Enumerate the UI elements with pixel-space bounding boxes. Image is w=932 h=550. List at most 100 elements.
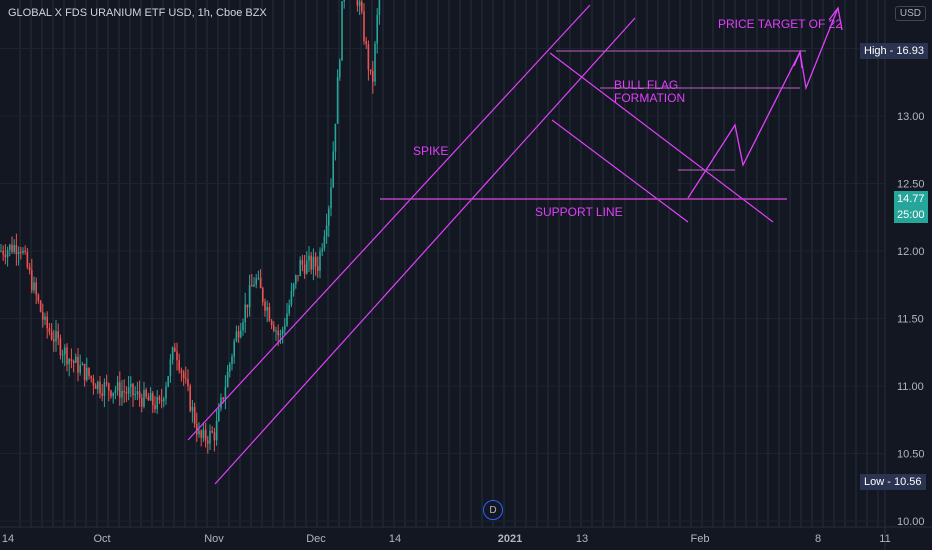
candle-body [317,266,319,271]
candle-down [213,427,216,452]
candle-down [204,422,207,448]
candle-up [6,246,9,267]
candle-body [187,379,189,387]
candle-body [306,260,308,274]
candle-body [207,440,209,444]
candle-down [108,382,110,402]
candle-body [2,250,4,255]
candle-body [22,250,24,253]
candle-body [220,397,222,409]
price-tick-label: 11.00 [897,381,924,393]
high-value: 16.93 [896,45,924,57]
candle-body [191,407,194,411]
candle-up [325,213,328,244]
candle-body [244,304,246,323]
candle-down [158,395,161,404]
candle-up [33,276,35,294]
candle-body [147,396,150,401]
candle-down [251,273,253,287]
candle-body [286,313,288,326]
candle-down [211,426,213,434]
currency-button[interactable]: USD [894,6,926,21]
candle-body [292,283,295,292]
candle-body [156,397,158,410]
arrow-head [828,6,843,31]
candle-body [90,376,92,379]
candle-down [178,353,180,374]
candle-body [193,407,196,424]
candle-down [145,387,147,400]
candle-down [174,342,176,352]
candle-up [378,0,381,25]
candle-body [178,360,180,371]
candle-up [288,299,290,317]
candle-up [334,123,337,161]
candle-body [61,354,64,356]
candle-body [57,331,59,339]
high-tag: High - 16.93 [860,43,928,59]
candle-down [31,258,33,294]
candle-body [13,245,15,252]
candle-body [79,365,81,373]
candle-body [108,383,110,391]
candle-up [13,239,15,255]
candle-body [92,378,95,386]
candle-body [55,331,57,342]
candle-body [319,251,321,271]
candle-body [332,151,334,188]
candle-down [259,269,262,289]
candle-body [369,69,372,72]
candle-body [281,329,284,335]
candle-up [299,256,301,277]
candle-down [77,348,79,382]
candle-down [200,429,202,447]
candle-up [240,322,242,339]
candle-body [138,391,141,399]
candle-body [264,301,266,311]
candle-up [328,205,330,238]
candle-body [233,341,235,357]
candle-body [303,264,306,274]
candle-body [149,393,152,401]
candle-up [167,375,169,388]
candle-up [253,277,255,288]
candle-up [149,387,152,401]
candle-body [312,256,315,270]
candle-up [341,1,343,61]
candle-body [275,330,277,332]
candle-body [253,284,255,287]
candle-down [59,334,62,360]
flag-upper-line [549,52,774,223]
dividend-marker[interactable]: D [483,500,503,520]
annotation-support-line: SUPPORT LINE [535,205,623,219]
candle-body [226,371,229,388]
candle-body [86,367,88,381]
candle-down [50,323,53,341]
candle-body [112,392,114,397]
candle-body [277,330,279,336]
candle-down [262,286,264,306]
candle-up [284,318,286,336]
candle-body [334,123,337,152]
candle-body [328,208,330,226]
candle-up [156,390,158,414]
candle-body [160,399,163,402]
time-tick-label: 13 [576,533,588,545]
candle-up [0,244,2,253]
candle-down [154,396,156,413]
candle-down [57,323,59,346]
candle-down [372,60,374,94]
candle-body [284,325,286,330]
candle-down [301,254,304,272]
candle-up [233,338,235,364]
candle-body [165,386,167,399]
candle-down [356,0,359,12]
candle-down [26,247,29,270]
candle-body [174,347,176,352]
candle-body [136,391,139,395]
candle-body [33,282,35,291]
low-tag: Low - 10.56 [860,474,926,490]
candle-body [189,386,191,411]
candle-body [17,251,20,254]
